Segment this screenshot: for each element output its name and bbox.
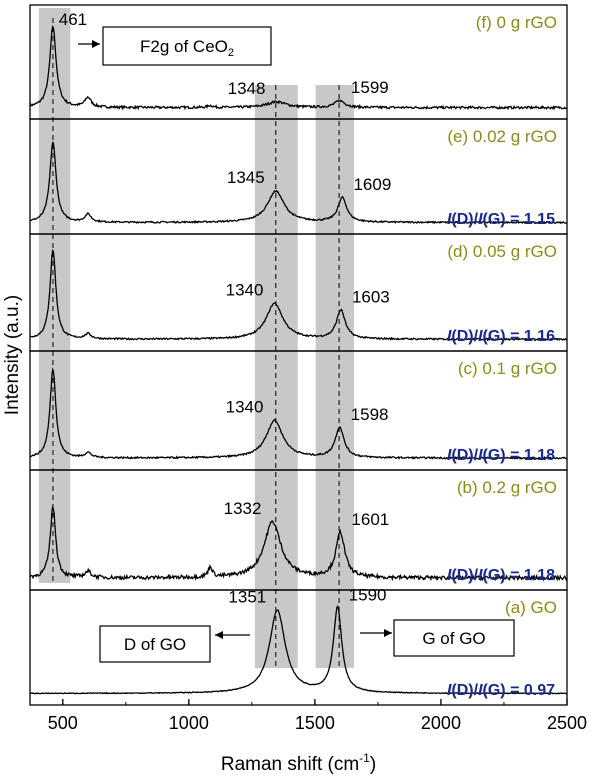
annotation-text-1: D of GO <box>124 635 186 654</box>
peak-dashed-lines <box>52 18 340 668</box>
panel-labels: (f) 0 g rGO 461 1348 1599 (e) 0.02 g rGO I(D)… <box>59 10 557 699</box>
spectrum-5 <box>29 605 568 695</box>
annotation-box-2 <box>393 619 515 657</box>
panel-label-5: (a) GO <box>505 598 557 617</box>
ratio-label-3: I(D)/I(G) = 1.18 <box>447 447 555 464</box>
x-tick-label-0: 500 <box>48 713 78 733</box>
annotation-box-0 <box>102 26 272 66</box>
panel-label-0: (f) 0 g rGO <box>476 13 557 32</box>
spectrum-1 <box>29 141 568 225</box>
highlight-bands <box>38 8 354 668</box>
x-tick-label-1: 1000 <box>169 713 209 733</box>
peak-label-0-1: 1348 <box>228 79 266 98</box>
y-axis-label: Intensity (a.u.) <box>2 295 23 415</box>
x-axis: 500 1000 1500 2000 2500 Raman shift (cm-1) Int… <box>2 295 587 775</box>
spectrum-3 <box>29 367 568 461</box>
ratio-label-4: I(D)/I(G) = 1.18 <box>447 567 555 584</box>
ratio-label-2: I(D)/I(G) = 1.16 <box>447 328 555 345</box>
peak-label-5-0: 1351 <box>228 587 266 606</box>
peak-label-4-2: 1601 <box>351 510 389 529</box>
panel-label-1: (e) 0.02 g rGO <box>447 127 557 146</box>
spectra-curves <box>29 24 568 695</box>
peak-label-2-1: 1340 <box>226 280 264 299</box>
band-1 <box>254 85 298 668</box>
x-tick-label-4: 2500 <box>547 713 587 733</box>
peak-label-2-2: 1603 <box>352 287 390 306</box>
spectrum-2 <box>29 248 568 342</box>
panel-label-2: (d) 0.05 g rGO <box>447 242 557 261</box>
panel-label-3: (c) 0.1 g rGO <box>458 359 557 378</box>
ratio-label-5: I(D)/I(G) = 0.97 <box>447 682 555 699</box>
annotation-arrowhead-0 <box>92 40 100 48</box>
ratio-label-1: I(D)/I(G) = 1.15 <box>447 211 555 228</box>
panel-frame-5 <box>29 589 568 706</box>
peak-label-0-0: 461 <box>59 10 87 29</box>
peak-label-3-1: 1340 <box>226 398 264 417</box>
annotations: F2g of CeO2 D of GO G of GO <box>78 26 515 663</box>
band-0 <box>38 8 71 583</box>
annotation-box-1 <box>99 625 211 663</box>
peak-label-1-1: 1345 <box>227 168 265 187</box>
band-2 <box>315 85 354 668</box>
x-axis-label: Raman shift (cm-1) <box>221 751 376 775</box>
peak-label-0-2: 1599 <box>351 78 389 97</box>
panel-label-4: (b) 0.2 g rGO <box>457 478 557 497</box>
x-tick-label-3: 2000 <box>421 713 461 733</box>
x-tick-label-2: 1500 <box>295 713 335 733</box>
annotation-arrowhead-2 <box>384 629 392 637</box>
spectrum-0 <box>29 24 568 111</box>
spectrum-4 <box>29 506 568 582</box>
peak-label-3-2: 1598 <box>351 405 389 424</box>
annotation-arrowhead-1 <box>215 631 223 639</box>
panel-frames <box>29 4 568 706</box>
peak-label-5-1: 1590 <box>349 585 387 604</box>
annotation-text-0: F2g of CeO2 <box>140 37 234 59</box>
peak-label-1-2: 1609 <box>353 175 391 194</box>
annotation-text-2: G of GO <box>422 629 485 648</box>
peak-label-4-1: 1332 <box>224 499 262 518</box>
